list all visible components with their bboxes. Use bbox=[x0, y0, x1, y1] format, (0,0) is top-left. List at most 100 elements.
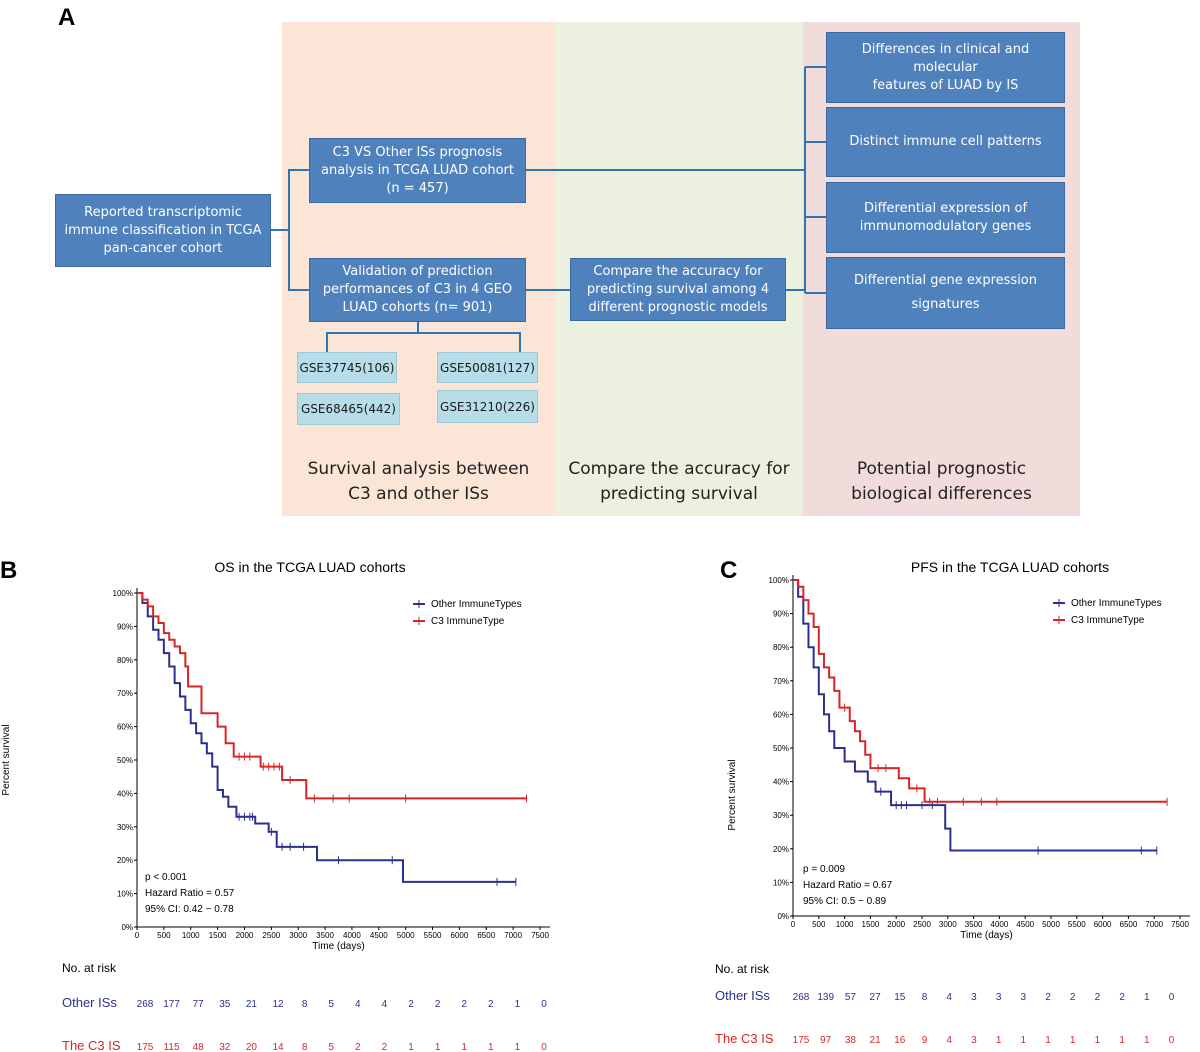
x-tick-label: 6000 bbox=[1094, 920, 1112, 929]
x-tick-label: 7500 bbox=[1171, 920, 1189, 929]
x-tick-label: 3000 bbox=[289, 931, 307, 940]
risk-value: 4 bbox=[946, 992, 952, 1003]
x-tick-label: 1500 bbox=[209, 931, 227, 940]
x-tick-label: 4000 bbox=[343, 931, 361, 940]
risk-value: 21 bbox=[870, 1035, 882, 1046]
y-tick-label: 100% bbox=[769, 576, 789, 585]
risk-value: 1 bbox=[515, 1042, 521, 1052]
compare-box: Compare the accuracy for predicting surv… bbox=[570, 258, 786, 321]
risk-value: 115 bbox=[164, 1042, 180, 1052]
risk-value: 2 bbox=[382, 1042, 388, 1052]
risk-value: 1 bbox=[996, 1035, 1002, 1046]
stat-annotation: Hazard Ratio = 0.67 bbox=[803, 880, 893, 891]
risk-value: 3 bbox=[971, 992, 977, 1003]
band-label: Survival analysis between C3 and other I… bbox=[307, 459, 530, 504]
x-tick-label: 2000 bbox=[887, 920, 905, 929]
y-tick-label: 80% bbox=[773, 643, 789, 652]
x-axis-label: Time (days) bbox=[960, 930, 1012, 941]
risk-value: 2 bbox=[488, 999, 494, 1010]
panel-letter: C bbox=[720, 557, 737, 584]
risk-row-label: The C3 IS bbox=[715, 1031, 774, 1046]
tcga-analysis-box: C3 VS Other ISs prognosis analysis in TC… bbox=[309, 138, 526, 203]
x-tick-label: 500 bbox=[157, 931, 171, 940]
outcome-box: Differential gene expression signatures bbox=[826, 257, 1065, 329]
risk-value: 2 bbox=[408, 999, 414, 1010]
risk-value: 5 bbox=[328, 999, 334, 1010]
stat-annotation: 95% CI: 0.42 − 0.78 bbox=[145, 904, 234, 915]
legend-label: C3 ImmuneType bbox=[431, 616, 505, 627]
risk-value: 1 bbox=[1045, 1035, 1051, 1046]
risk-value: 8 bbox=[922, 992, 928, 1003]
x-tick-label: 3500 bbox=[316, 931, 334, 940]
risk-value: 97 bbox=[820, 1035, 832, 1046]
risk-value: 57 bbox=[845, 992, 857, 1003]
y-tick-label: 30% bbox=[773, 811, 789, 820]
cohort-box: GSE37745(106) bbox=[297, 352, 397, 383]
risk-value: 8 bbox=[302, 1042, 308, 1052]
panel-a-letter: A bbox=[58, 4, 76, 31]
risk-value: 5 bbox=[328, 1042, 334, 1052]
risk-value: 20 bbox=[246, 1042, 258, 1052]
risk-value: 0 bbox=[1169, 992, 1175, 1003]
x-tick-label: 0 bbox=[791, 920, 796, 929]
risk-value: 2 bbox=[1045, 992, 1051, 1003]
risk-value: 1 bbox=[435, 1042, 441, 1052]
risk-value: 2 bbox=[355, 1042, 361, 1052]
x-tick-label: 7500 bbox=[531, 931, 549, 940]
band-label: Potential prognostic biological differen… bbox=[851, 459, 1032, 504]
x-tick-label: 2500 bbox=[262, 931, 280, 940]
y-tick-label: 0% bbox=[121, 923, 133, 932]
risk-value: 38 bbox=[845, 1035, 857, 1046]
x-tick-label: 1500 bbox=[862, 920, 880, 929]
survival-curve-c3 bbox=[137, 592, 527, 800]
y-tick-label: 20% bbox=[117, 856, 133, 865]
x-tick-label: 0 bbox=[135, 931, 140, 940]
x-tick-label: 3500 bbox=[965, 920, 983, 929]
y-tick-label: 50% bbox=[117, 756, 133, 765]
x-tick-label: 7000 bbox=[1145, 920, 1163, 929]
outcome-box: Differential expression of immunomodulat… bbox=[826, 182, 1065, 253]
risk-value: 1 bbox=[1144, 992, 1150, 1003]
y-tick-label: 60% bbox=[117, 723, 133, 732]
stat-annotation: p < 0.001 bbox=[145, 872, 187, 883]
stat-annotation: Hazard Ratio = 0.57 bbox=[145, 888, 235, 899]
stat-annotation: p = 0.009 bbox=[803, 864, 845, 875]
risk-row-label: Other ISs bbox=[62, 995, 117, 1010]
x-tick-label: 5500 bbox=[424, 931, 442, 940]
risk-value: 1 bbox=[515, 999, 521, 1010]
y-axis-label: Percent survival bbox=[1, 724, 12, 795]
x-tick-label: 2000 bbox=[236, 931, 254, 940]
cohort-box: GSE68465(442) bbox=[297, 393, 400, 425]
risk-value: 2 bbox=[1119, 992, 1125, 1003]
y-tick-label: 40% bbox=[773, 778, 789, 787]
risk-value: 175 bbox=[137, 1042, 154, 1052]
x-tick-label: 500 bbox=[812, 920, 826, 929]
risk-value: 0 bbox=[1169, 1035, 1175, 1046]
risk-value: 21 bbox=[246, 999, 258, 1010]
risk-table-header: No. at risk bbox=[62, 961, 117, 975]
risk-value: 14 bbox=[272, 1042, 284, 1052]
y-tick-label: 10% bbox=[117, 890, 133, 899]
x-tick-label: 5000 bbox=[397, 931, 415, 940]
cohort-box: GSE31210(226) bbox=[437, 390, 538, 423]
risk-value: 16 bbox=[894, 1035, 906, 1046]
y-tick-label: 90% bbox=[117, 622, 133, 631]
x-tick-label: 2500 bbox=[913, 920, 931, 929]
risk-value: 48 bbox=[193, 1042, 205, 1052]
risk-value: 1 bbox=[1119, 1035, 1125, 1046]
risk-value: 1 bbox=[408, 1042, 414, 1052]
risk-value: 1 bbox=[1095, 1035, 1101, 1046]
risk-value: 4 bbox=[382, 999, 388, 1010]
risk-value: 175 bbox=[793, 1035, 810, 1046]
x-tick-label: 4000 bbox=[991, 920, 1009, 929]
risk-value: 35 bbox=[219, 999, 231, 1010]
risk-value: 1 bbox=[1021, 1035, 1027, 1046]
y-tick-label: 50% bbox=[773, 744, 789, 753]
risk-value: 268 bbox=[137, 999, 154, 1010]
risk-value: 3 bbox=[1021, 992, 1027, 1003]
y-tick-label: 90% bbox=[773, 610, 789, 619]
legend-label: C3 ImmuneType bbox=[1071, 615, 1145, 626]
risk-value: 12 bbox=[272, 999, 284, 1010]
x-tick-label: 4500 bbox=[370, 931, 388, 940]
